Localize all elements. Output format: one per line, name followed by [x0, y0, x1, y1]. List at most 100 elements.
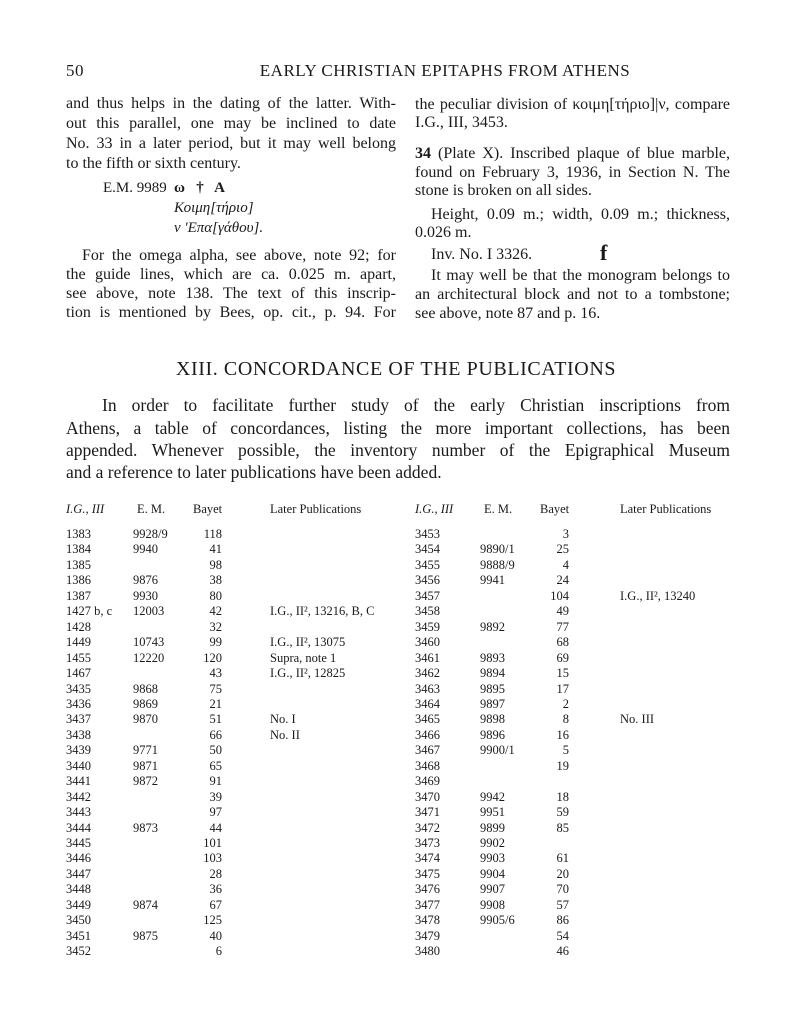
section-title: XIII. CONCORDANCE OF THE PUBLICATIONS — [175, 358, 617, 380]
cell-ig: 1383 — [66, 527, 91, 541]
cell-bayet: 49 — [556, 604, 570, 619]
text-line: It may well be that the monogram belongs… — [431, 267, 730, 284]
cell-bayet: 103 — [203, 851, 222, 866]
cell-ig: 3479 — [415, 928, 440, 943]
cell-em: 9898 — [480, 712, 505, 727]
cell-bayet: 97 — [209, 805, 223, 820]
cell-em: 9928/9 — [133, 527, 168, 541]
text-line: see above, note 138. The text of this in… — [66, 285, 396, 302]
intro-line: Athens, a table of concordances, listing… — [66, 418, 730, 438]
cell-bayet: 77 — [556, 619, 570, 634]
inscription-line: ω † Α — [174, 180, 225, 196]
cell-ig: 3457 — [415, 588, 440, 603]
cell-em: 9892 — [480, 619, 505, 634]
intro-line: and a reference to later publications ha… — [66, 462, 442, 482]
cell-ig: 3468 — [415, 758, 440, 773]
inventory-number: Inv. No. I 3326. — [431, 246, 533, 263]
cell-em: 9888/9 — [480, 557, 515, 572]
cell-bayet: 25 — [556, 542, 570, 557]
cell-bayet: 65 — [209, 758, 223, 773]
cell-ig: 3454 — [415, 542, 440, 557]
text-line: I.G., III, 3453. — [415, 114, 508, 131]
cell-bayet: 69 — [556, 650, 570, 665]
cell-ig: 3455 — [415, 557, 440, 572]
text-line: For the omega alpha, see above, note 92;… — [82, 247, 396, 264]
text-line: to the fifth or sixth century. — [66, 155, 241, 172]
cell-em: 9868 — [133, 681, 158, 696]
cell-ig: 3436 — [66, 696, 91, 711]
text-line: No. 33 in a later period, but it may wel… — [66, 135, 396, 152]
text-line: Height, 0.09 m.; width, 0.09 m.; thickne… — [431, 206, 730, 223]
intro-line: appended. Whenever possible, the invento… — [66, 440, 730, 460]
cell-later-publication: No. III — [620, 712, 655, 727]
cell-ig: 3446 — [66, 851, 91, 866]
cell-bayet: 101 — [203, 836, 222, 850]
entry-number: 34 — [415, 145, 431, 162]
cell-ig: 1385 — [66, 557, 91, 572]
cell-bayet: 91 — [209, 774, 223, 789]
cell-bayet: 21 — [209, 696, 223, 711]
cell-later-publication: I.G., II², 13216, B, C — [270, 604, 375, 619]
cell-bayet: 120 — [203, 650, 222, 665]
cell-ig: 3445 — [66, 836, 91, 850]
cell-em: 9869 — [133, 696, 158, 711]
cell-bayet: 18 — [556, 789, 570, 804]
cell-bayet: 5 — [562, 743, 569, 758]
cell-em: 9904 — [480, 866, 505, 881]
cell-bayet: 99 — [209, 635, 223, 650]
cell-bayet: 38 — [209, 573, 223, 588]
inscription-line: Κοιμη[τήριο] — [174, 200, 254, 216]
cell-ig: 3459 — [415, 619, 440, 634]
cell-ig: 3478 — [415, 913, 440, 928]
text-line: stone is broken on all sides. — [415, 182, 592, 199]
text-line: the guide lines, which are ca. 0.025 m. … — [66, 266, 396, 283]
cell-bayet: 16 — [556, 727, 570, 742]
cell-bayet: 67 — [209, 897, 223, 912]
cell-ig: 1387 — [66, 588, 91, 603]
cell-bayet: 54 — [556, 928, 570, 943]
cell-bayet: 70 — [556, 882, 570, 897]
cell-bayet: 98 — [209, 557, 223, 572]
cell-ig: 3462 — [415, 666, 440, 681]
cell-bayet: 17 — [556, 681, 570, 696]
cell-ig: 3437 — [66, 712, 91, 727]
cell-ig: 3448 — [66, 882, 91, 897]
cell-bayet: 59 — [556, 805, 570, 820]
cell-ig: 3469 — [415, 774, 440, 789]
cell-bayet: 28 — [209, 866, 223, 881]
cell-ig: 3451 — [66, 928, 91, 943]
cell-ig: 1427 b, c — [66, 604, 113, 619]
cell-ig: 3440 — [66, 758, 91, 773]
cell-ig: 3452 — [66, 944, 91, 959]
cell-later-publication: No. I — [270, 712, 296, 727]
cell-em: 9875 — [133, 928, 158, 943]
cell-em: 9941 — [480, 573, 505, 588]
cell-bayet: 20 — [556, 866, 570, 881]
cell-ig: 3450 — [66, 913, 91, 928]
cell-later-publication: I.G., II², 13075 — [270, 635, 346, 650]
cell-ig: 3480 — [415, 944, 440, 959]
cell-ig: 3447 — [66, 866, 91, 881]
page-number: 50 — [66, 61, 84, 80]
cell-ig: 3442 — [66, 789, 91, 804]
cell-em: 9899 — [480, 820, 505, 835]
text-line: 0.026 m. — [415, 224, 472, 241]
cell-bayet: 2 — [562, 696, 569, 711]
column-header-later: Later Publications — [620, 502, 712, 516]
cell-bayet: 68 — [556, 635, 570, 650]
cell-bayet: 6 — [215, 944, 222, 959]
cell-ig: 3438 — [66, 727, 91, 742]
cell-em: 9890/1 — [480, 542, 515, 557]
text-line: (Plate X). Inscribed plaque of blue marb… — [438, 145, 730, 162]
cell-bayet: 125 — [203, 913, 222, 928]
cell-em: 9940 — [133, 542, 158, 557]
cell-em: 9870 — [133, 712, 158, 727]
cell-ig: 3464 — [415, 696, 440, 711]
cell-em: 9876 — [133, 573, 158, 588]
cell-bayet: 8 — [562, 712, 569, 727]
running-title: EARLY CHRISTIAN EPITAPHS FROM ATHENS — [259, 61, 631, 80]
cell-em: 9900/1 — [480, 743, 515, 758]
text-line: tion is mentioned by Bees, op. cit., p. … — [66, 304, 396, 321]
cell-bayet: 32 — [209, 619, 223, 634]
cell-ig: 1428 — [66, 619, 91, 634]
